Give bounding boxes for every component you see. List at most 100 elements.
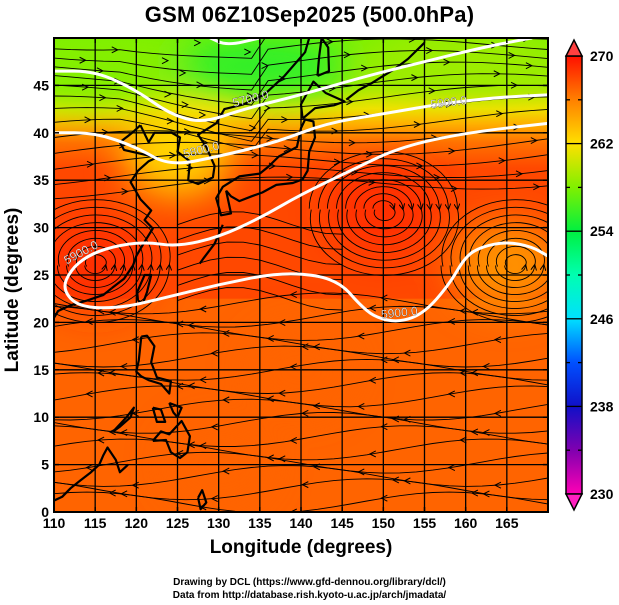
contour-line-5800 — [54, 93, 548, 165]
streamline-arrow — [450, 185, 459, 193]
x-tick-label: 115 — [84, 515, 107, 531]
streamline-arrow — [108, 308, 116, 316]
contour-label: 5900.0 — [380, 304, 418, 322]
streamline-arrow — [470, 428, 479, 436]
temperature-region — [54, 45, 186, 106]
streamline — [372, 200, 395, 221]
streamline-arrow — [85, 318, 93, 325]
streamline-arrow — [108, 369, 116, 377]
x-tick-label: 125 — [166, 515, 190, 531]
streamline — [449, 206, 548, 316]
coastline — [197, 489, 208, 511]
streamline — [458, 214, 548, 309]
streamline-arrow — [249, 124, 257, 132]
gridlines — [54, 38, 548, 512]
colorbar-tick-label: 238 — [590, 398, 614, 414]
colorbar-tick-label: 262 — [590, 136, 614, 152]
streamline-arrow — [515, 170, 524, 178]
streamline-arrow — [210, 423, 218, 431]
coastline — [299, 80, 346, 120]
y-tick-label: 15 — [33, 362, 49, 378]
streamline-arrow — [246, 92, 254, 100]
x-tick-label: 165 — [495, 515, 519, 531]
y-tick-label: 30 — [33, 220, 49, 236]
streamline-arrow — [482, 362, 490, 370]
y-tick-label: 20 — [33, 314, 49, 330]
streamline-arrow — [368, 376, 377, 384]
coastline — [316, 38, 331, 77]
streamline-arrow — [210, 495, 218, 503]
streamline-arrow — [525, 62, 534, 70]
streamline-arrow — [346, 98, 354, 106]
y-tick-label: 45 — [33, 77, 49, 93]
streamline-arrow — [360, 64, 369, 72]
colorbar-tick-label: 230 — [590, 486, 614, 502]
streamline-arrow — [116, 104, 124, 112]
coastline — [215, 118, 317, 217]
streamline-arrow — [447, 390, 456, 398]
x-axis-label: Longitude (degrees) — [209, 537, 393, 558]
streamline-arrow — [289, 291, 297, 299]
streamline-arrow — [403, 349, 411, 357]
streamline-arrow — [508, 51, 516, 59]
streamline-arrow — [278, 389, 286, 397]
streamline-arrow — [411, 74, 419, 82]
y-tick-label: 35 — [33, 172, 49, 188]
streamline-arrow — [161, 57, 170, 65]
y-tick-label: 0 — [41, 504, 49, 520]
streamline-arrow — [357, 332, 365, 340]
streamline-arrow — [198, 111, 207, 119]
streamline-arrow — [482, 490, 490, 498]
streamline — [476, 229, 548, 295]
x-tick-label: 135 — [248, 515, 272, 531]
x-tick-label: 160 — [454, 515, 478, 531]
streamline-arrow — [111, 46, 119, 54]
contour-line-5900 — [63, 121, 548, 323]
streamline-arrow — [120, 429, 128, 436]
streamline-arrow — [493, 70, 501, 78]
streamline-arrow — [498, 157, 506, 165]
streamline-arrow — [166, 117, 175, 125]
x-tick-label: 145 — [330, 515, 354, 531]
streamline-arrow — [108, 489, 116, 497]
streamline-arrow — [380, 494, 388, 502]
streamline-arrow — [289, 363, 297, 371]
streamline-arrow — [301, 343, 309, 351]
streamline-arrow — [86, 160, 95, 168]
streamline-arrow — [283, 145, 291, 153]
streamline-arrow — [312, 402, 321, 410]
streamline-arrow — [493, 336, 502, 344]
streamline-arrow — [326, 38, 334, 46]
streamline — [345, 179, 423, 246]
streamline-arrow — [403, 477, 411, 485]
streamline-arrow — [443, 58, 451, 66]
streamline-arrow — [181, 101, 189, 109]
streamline — [440, 199, 548, 323]
streamline — [326, 165, 440, 261]
streamline-arrow — [312, 343, 321, 351]
streamline — [54, 214, 152, 309]
streamline — [308, 151, 458, 276]
streamline-arrow — [179, 69, 187, 77]
streamline-arrow — [261, 62, 269, 69]
axis-ticks: 110 115 120 125 130 135 140 145 150 155 160 165 0 5 10… — [33, 38, 548, 531]
streamline-arrow — [199, 305, 207, 313]
streamline-arrow — [203, 177, 212, 185]
streamline-arrow — [470, 369, 479, 377]
streamline-arrow — [365, 150, 374, 158]
streamline — [467, 222, 548, 302]
streamline-arrow — [447, 464, 456, 471]
streamline-arrow — [193, 39, 202, 47]
colorbar-tick-label: 254 — [590, 223, 614, 239]
streamline — [54, 199, 170, 323]
y-tick-label: 5 — [41, 457, 49, 473]
streamline-arrow — [447, 318, 456, 325]
streamline-arrow — [187, 382, 195, 390]
streamline-arrow — [301, 409, 309, 417]
streamline-arrow — [210, 349, 218, 357]
x-tick-label: 130 — [207, 515, 231, 531]
streamline-arrow — [96, 436, 105, 444]
y-tick-label: 40 — [33, 125, 49, 141]
streamline-arrow — [266, 395, 274, 403]
streamline-arrow — [368, 450, 377, 458]
